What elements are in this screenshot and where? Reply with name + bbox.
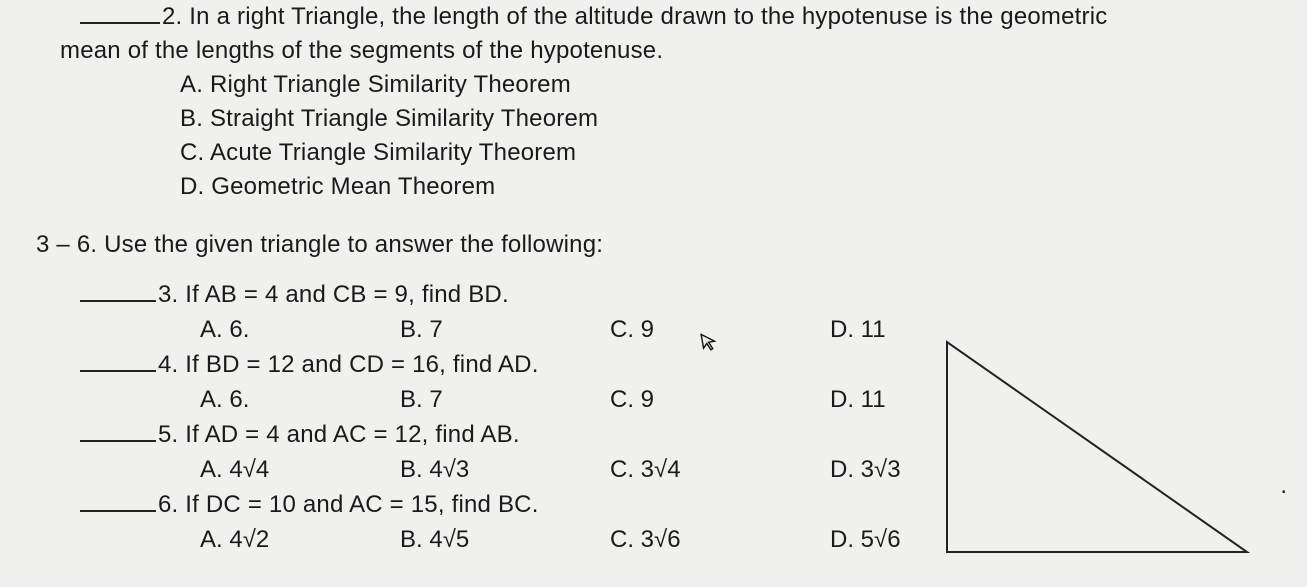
- blank-q5[interactable]: [80, 418, 156, 442]
- q6-choice-a[interactable]: A. 4√2: [200, 522, 400, 558]
- worksheet-content: 2. In a right Triangle, the length of th…: [60, 0, 1307, 587]
- triangle-svg: [927, 332, 1267, 572]
- q5-choice-b[interactable]: B. 4√3: [400, 452, 610, 488]
- q3-number: 3.: [158, 281, 178, 308]
- blank-q3[interactable]: [80, 278, 156, 302]
- q6-stem: If DC = 10 and AC = 15, find BC.: [185, 491, 538, 518]
- blank-q2[interactable]: [80, 0, 160, 24]
- q4-number: 4.: [158, 351, 178, 378]
- right-triangle-figure: [927, 332, 1267, 572]
- q5-choice-c[interactable]: C. 3√4: [610, 452, 830, 488]
- q5-stem: If AD = 4 and AC = 12, find AB.: [185, 421, 519, 448]
- q2-number: 2.: [162, 3, 182, 30]
- q3-stem-line: 3. If AB = 4 and CB = 9, find BD.: [80, 278, 1307, 312]
- q3-choice-a[interactable]: A. 6.: [200, 312, 400, 348]
- q4-choice-c[interactable]: C. 9: [610, 382, 830, 418]
- section-3-6-header: 3 – 6. Use the given triangle to answer …: [36, 228, 1307, 262]
- q2-stem-part2: mean of the lengths of the segments of t…: [60, 37, 663, 64]
- blank-q4[interactable]: [80, 348, 156, 372]
- q4-choice-a[interactable]: A. 6.: [200, 382, 400, 418]
- q3-stem: If AB = 4 and CB = 9, find BD.: [185, 281, 509, 308]
- blank-q6[interactable]: [80, 488, 156, 512]
- q2-stem-part1: In a right Triangle, the length of the a…: [189, 3, 1107, 30]
- stray-dot: .: [1280, 472, 1287, 500]
- question-2-line2: mean of the lengths of the segments of t…: [60, 34, 1307, 68]
- q3-choice-c[interactable]: C. 9: [610, 312, 830, 348]
- q3-choice-b[interactable]: B. 7: [400, 312, 610, 348]
- q2-option-a[interactable]: A. Right Triangle Similarity Theorem: [180, 68, 1307, 102]
- q4-choice-b[interactable]: B. 7: [400, 382, 610, 418]
- q5-number: 5.: [158, 421, 178, 448]
- q2-options: A. Right Triangle Similarity Theorem B. …: [180, 68, 1307, 204]
- q2-option-d[interactable]: D. Geometric Mean Theorem: [180, 170, 1307, 204]
- q2-option-c[interactable]: C. Acute Triangle Similarity Theorem: [180, 136, 1307, 170]
- q6-number: 6.: [158, 491, 178, 518]
- triangle-shape: [947, 342, 1247, 552]
- q4-stem: If BD = 12 and CD = 16, find AD.: [185, 351, 538, 378]
- question-2-line1: 2. In a right Triangle, the length of th…: [80, 0, 1307, 34]
- q5-choice-a[interactable]: A. 4√4: [200, 452, 400, 488]
- q6-choice-c[interactable]: C. 3√6: [610, 522, 830, 558]
- q6-choice-b[interactable]: B. 4√5: [400, 522, 610, 558]
- q2-option-b[interactable]: B. Straight Triangle Similarity Theorem: [180, 102, 1307, 136]
